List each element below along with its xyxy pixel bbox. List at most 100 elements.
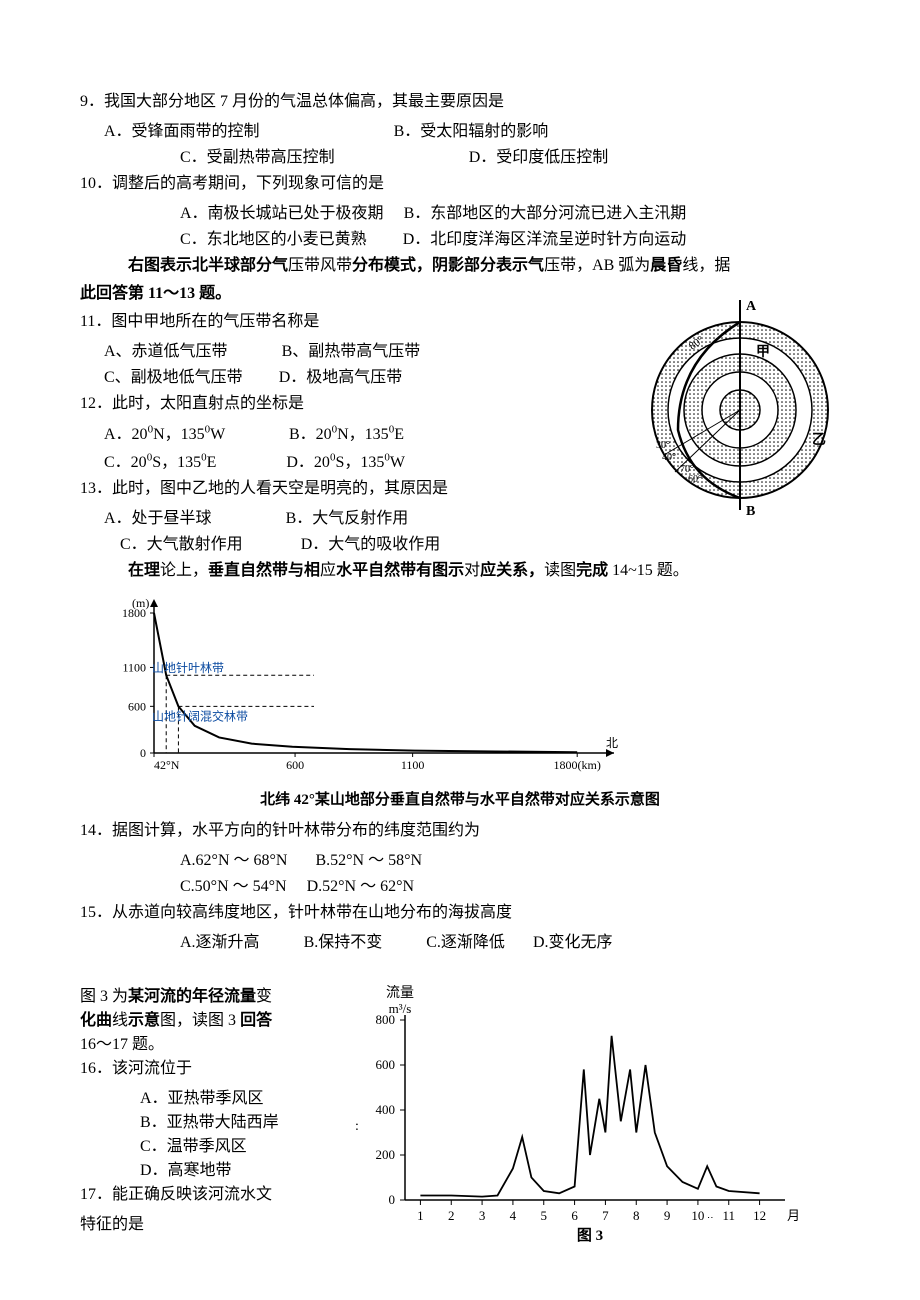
svg-text:山地针阔混交林带: 山地针阔混交林带 <box>152 708 248 723</box>
mountain-caption: 北纬 42°某山地部分垂直自然带与水平自然带对应关系示意图 <box>80 789 840 812</box>
q15-optB: B.保持不变 <box>304 934 383 951</box>
svg-text:7: 7 <box>602 1208 609 1223</box>
svg-text:600: 600 <box>128 699 146 713</box>
svg-text:月: 月 <box>787 1208 800 1223</box>
svg-text::: : <box>355 1119 359 1134</box>
svg-text:200: 200 <box>376 1147 396 1162</box>
svg-text:山地针叶林带: 山地针叶林带 <box>152 660 224 675</box>
q16-optC: C．温带季风区 <box>140 1135 330 1159</box>
q-text: 图中甲地所在的气压带名称是 <box>111 313 319 330</box>
svg-text:9: 9 <box>664 1208 671 1223</box>
svg-text:800: 800 <box>376 1012 396 1027</box>
q13-optD: D．大气的吸收作用 <box>301 536 441 553</box>
q-num: 9． <box>80 93 104 110</box>
q10-optA: A．南极长城站已处于极夜期 <box>180 205 384 222</box>
svg-text:甲: 甲 <box>756 344 770 360</box>
q9-optD: D．受印度低压控制 <box>469 149 609 166</box>
svg-text:600: 600 <box>376 1057 396 1072</box>
q9: 9．我国大部分地区 7 月份的气温总体偏高，其最主要原因是 <box>80 90 840 114</box>
svg-text:8: 8 <box>633 1208 640 1223</box>
q13-optC: C．大气散射作用 <box>120 536 243 553</box>
q15-optC: C.逐渐降低 <box>426 934 505 951</box>
q16-block: 图 3 为某河流的年径流量变 化曲线示意图，读图 3 回答 16～17 题。 1… <box>80 985 840 1245</box>
svg-text:(m): (m) <box>132 596 149 610</box>
q14-optD: D.52°N ～ 62°N <box>307 878 414 895</box>
context1-line1: 右图表示北半球部分气压带风带分布模式，阴影部分表示气压带，AB 弧为晨昏线，据 <box>128 254 840 278</box>
q14-optC: C.50°N ～ 54°N <box>180 878 287 895</box>
q11-optC: C、副极地低气压带 <box>104 369 243 386</box>
svg-text:图 3: 图 3 <box>577 1227 603 1244</box>
q10-optB: B．东部地区的大部分河流已进入主汛期 <box>404 205 687 222</box>
q17: 17．能正确反映该河流水文 <box>80 1183 330 1207</box>
svg-text:6: 6 <box>571 1208 578 1223</box>
svg-text:42°N: 42°N <box>154 758 180 772</box>
q-num: 12． <box>80 395 112 412</box>
q13-optB: B．大气反射作用 <box>286 510 409 527</box>
q10-opts-2: C．东北地区的小麦已黄熟 D．北印度洋海区洋流呈逆时针方向运动 <box>180 228 840 252</box>
q13-opts-2: C．大气散射作用 D．大气的吸收作用 <box>120 533 840 557</box>
svg-text:40°: 40° <box>662 452 676 463</box>
q-text: 调整后的高考期间，下列现象可信的是 <box>112 175 384 192</box>
mountain-chart: 060011001800(m)42°N60011001800(km)北山地针叶林… <box>104 593 644 783</box>
q-text: 此时，图中乙地的人看天空是明亮的，其原因是 <box>112 480 448 497</box>
q16-left: 图 3 为某河流的年径流量变 化曲线示意图，读图 3 回答 16～17 题。 1… <box>80 985 330 1237</box>
q12-optD: D．200S，1350W <box>286 454 405 471</box>
q9-optA: A．受锋面雨带的控制 <box>104 123 260 140</box>
svg-text:600: 600 <box>286 758 304 772</box>
q11-optD: D．极地高气压带 <box>279 369 403 386</box>
q11-optB: B、副热带高气压带 <box>282 343 421 360</box>
q15-optD: D.变化无序 <box>533 934 613 951</box>
q13-optA: A．处于昼半球 <box>104 510 212 527</box>
q9-optC: C．受副热带高压控制 <box>180 149 335 166</box>
q14-optB: B.52°N ～ 58°N <box>315 852 422 869</box>
svg-text:1800(km): 1800(km) <box>554 758 601 772</box>
svg-text:北: 北 <box>606 736 618 750</box>
q15-opts: A.逐渐升高 B.保持不变 C.逐渐降低 D.变化无序 <box>180 931 840 955</box>
context3-line3: 16～17 题。 <box>80 1033 330 1057</box>
polar-diagram: A B 甲 乙 80° 70° 60° 40° 30° <box>640 300 840 520</box>
q-num: 11． <box>80 313 111 330</box>
svg-text:‥: ‥ <box>707 1210 714 1221</box>
svg-text:2: 2 <box>448 1208 455 1223</box>
q-num: 14． <box>80 822 112 839</box>
svg-text:1100: 1100 <box>401 758 425 772</box>
svg-text:0: 0 <box>140 746 146 760</box>
q-text: 我国大部分地区 7 月份的气温总体偏高，其最主要原因是 <box>104 93 504 110</box>
q15: 15．从赤道向较高纬度地区，针叶林带在山地分布的海拔高度 <box>80 901 840 925</box>
q12-optA: A．200N，1350W <box>104 426 225 443</box>
river-chart: 流量m³/s020040060080012345678910‥1112月图 3: <box>350 985 800 1245</box>
svg-text:12: 12 <box>753 1208 766 1223</box>
q14: 14．据图计算，水平方向的针叶林带分布的纬度范围约为 <box>80 819 840 843</box>
q10-opts-1: A．南极长城站已处于极夜期 B．东部地区的大部分河流已进入主汛期 <box>180 202 840 226</box>
q12-optC: C．200S，1350E <box>104 454 216 471</box>
q11-optA: A、赤道低气压带 <box>104 343 228 360</box>
q-text: 此时，太阳直射点的坐标是 <box>112 395 304 412</box>
q-num: 10． <box>80 175 112 192</box>
q-num: 13． <box>80 480 112 497</box>
q10: 10．调整后的高考期间，下列现象可信的是 <box>80 172 840 196</box>
q14-opts-2: C.50°N ～ 54°N D.52°N ～ 62°N <box>180 875 840 899</box>
q9-optB: B．受太阳辐射的影响 <box>394 123 549 140</box>
q10-optC: C．东北地区的小麦已黄熟 <box>180 231 367 248</box>
q12-optB: B．200N，1350E <box>289 426 404 443</box>
svg-text:60°: 60° <box>688 474 702 485</box>
svg-text:流量: 流量 <box>386 985 414 1001</box>
q17-text2: 特征的是 <box>80 1213 330 1237</box>
q16-optB: B．亚热带大陆西岸 <box>140 1111 330 1135</box>
context3-line2: 化曲线示意图，读图 3 回答 <box>80 1009 330 1033</box>
q-text: 从赤道向较高纬度地区，针叶林带在山地分布的海拔高度 <box>112 904 512 921</box>
context2: 在理论上，垂直自然带与相应水平自然带有图示对应关系，读图完成 14~15 题。 <box>128 559 840 583</box>
svg-text:10: 10 <box>691 1208 704 1223</box>
q10-optD: D．北印度洋海区洋流呈逆时针方向运动 <box>403 231 687 248</box>
q14-optA: A.62°N ～ 68°N <box>180 852 287 869</box>
q9-opts-1: A．受锋面雨带的控制 B．受太阳辐射的影响 <box>104 120 840 144</box>
svg-text:1100: 1100 <box>122 660 146 674</box>
q9-opts-2: C．受副热带高压控制 D．受印度低压控制 <box>180 146 840 170</box>
svg-text:A: A <box>746 300 757 314</box>
context3-line1: 图 3 为某河流的年径流量变 <box>80 985 330 1009</box>
q16-optD: D．高寒地带 <box>140 1159 330 1183</box>
svg-text:400: 400 <box>376 1102 396 1117</box>
q-num: 15． <box>80 904 112 921</box>
q16: 16．该河流位于 <box>80 1057 330 1081</box>
q-text: 据图计算，水平方向的针叶林带分布的纬度范围约为 <box>112 822 480 839</box>
